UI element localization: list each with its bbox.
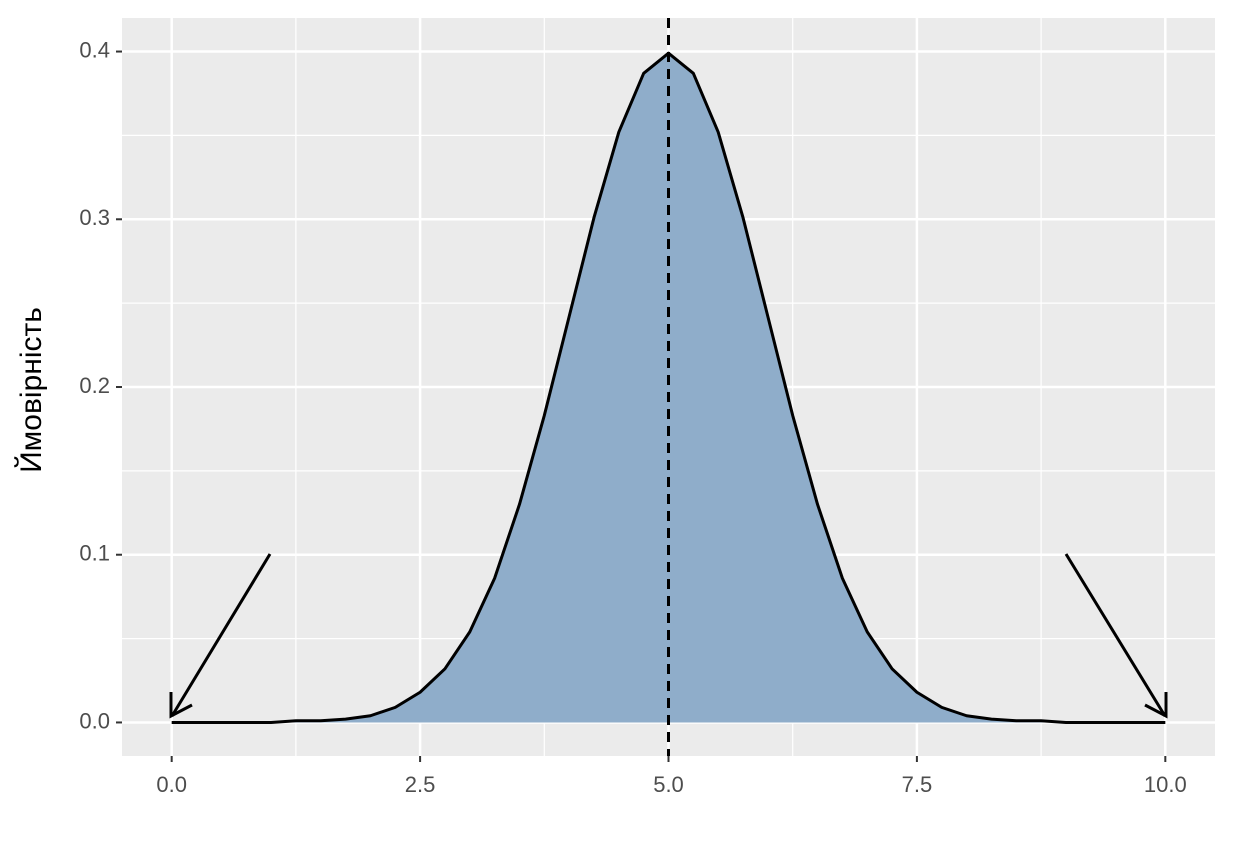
arrow — [1064, 553, 1167, 717]
x-tick-label: 10.0 — [1144, 772, 1187, 797]
x-tick-label: 0.0 — [156, 772, 187, 797]
x-tick-label: 2.5 — [405, 772, 436, 797]
arrow — [170, 553, 272, 717]
arrows — [169, 553, 1168, 719]
x-tick-label: 5.0 — [653, 772, 684, 797]
y-tick-label: 0.0 — [79, 708, 110, 733]
y-tick-label: 0.4 — [79, 37, 110, 62]
x-tick-label: 7.5 — [902, 772, 933, 797]
y-tick-label: 0.1 — [79, 541, 110, 566]
y-tick-label: 0.3 — [79, 205, 110, 230]
y-axis-label: Ймовірність — [14, 307, 48, 473]
y-tick-label: 0.2 — [79, 373, 110, 398]
arrow-head — [169, 692, 193, 719]
area-fill — [171, 53, 1166, 723]
arrow-head — [1144, 692, 1168, 719]
